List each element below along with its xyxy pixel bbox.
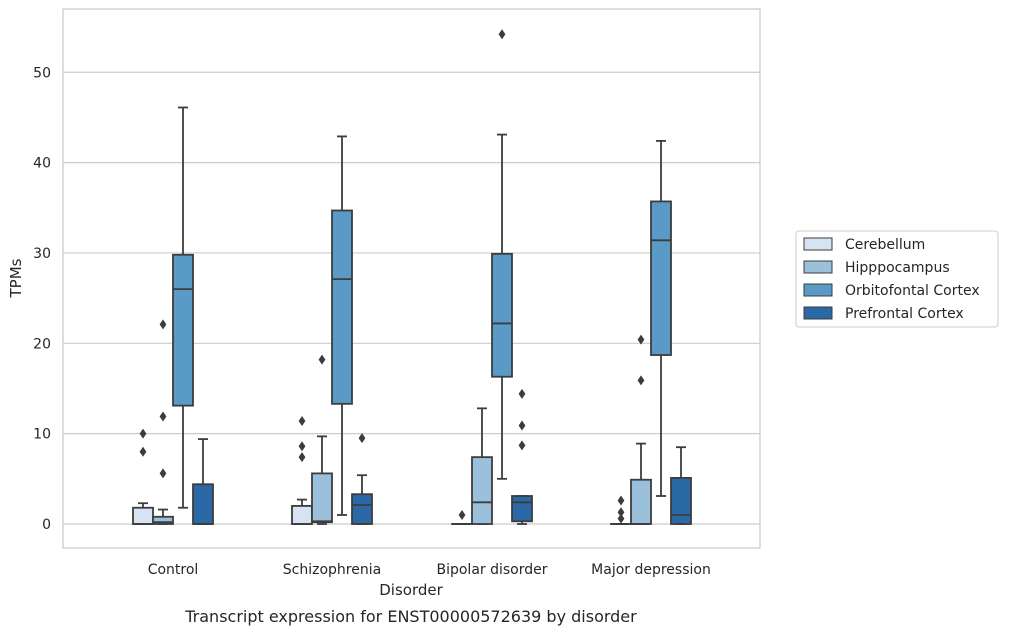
legend-label: Hipppocampus [845, 260, 950, 276]
box-body [471, 456, 493, 525]
outlier-marker [498, 29, 506, 40]
box [630, 334, 652, 525]
outlier-marker [298, 452, 306, 463]
series-hipppocampus [152, 319, 652, 525]
legend-box [795, 230, 999, 328]
outlier-marker [298, 416, 306, 427]
x-axis-label: Disorder [379, 581, 443, 599]
x-tick-label: Bipolar disorder [436, 562, 547, 578]
outlier-marker [159, 319, 167, 330]
legend: Cerebellum Hipppocampus Orbitofontal Corte… [795, 230, 999, 328]
series-prefrontal-cortex [192, 388, 692, 525]
outlier-marker [139, 446, 147, 457]
box [132, 428, 154, 525]
y-tick-label: 40 [33, 156, 51, 172]
box-body [511, 495, 533, 523]
outlier-marker [617, 507, 625, 518]
box-body [630, 478, 652, 525]
box-body [291, 505, 313, 525]
plot-frame [62, 8, 761, 549]
outlier-marker [637, 375, 645, 386]
legend-swatch [803, 237, 833, 251]
box-body [311, 472, 333, 524]
outlier-marker [139, 428, 147, 439]
outlier-marker [637, 334, 645, 345]
legend-label: Prefrontal Cortex [845, 306, 964, 322]
outlier-marker [458, 509, 466, 520]
legend-swatch [803, 260, 833, 274]
box [511, 388, 533, 525]
box-body [650, 200, 672, 356]
box-body [152, 515, 174, 525]
box [172, 106, 194, 509]
box [331, 135, 353, 516]
outlier-marker [318, 354, 326, 365]
box [650, 140, 672, 497]
box-series [132, 29, 692, 525]
box [311, 354, 333, 525]
y-tick-label: 10 [33, 427, 51, 443]
x-tick-label: Schizophrenia [283, 562, 381, 578]
y-tick-label: 50 [33, 65, 51, 81]
box [471, 407, 493, 525]
box [192, 438, 214, 525]
outlier-marker [358, 433, 366, 444]
legend-swatch [803, 283, 833, 297]
outlier-marker [159, 411, 167, 422]
outlier-marker [518, 388, 526, 399]
box [291, 416, 313, 525]
y-axis-label: TPMs [7, 258, 25, 298]
outlier-marker [617, 513, 625, 524]
y-tick-label: 20 [33, 336, 51, 352]
box-body [491, 252, 513, 378]
legend-label: Orbitofontal Cortex [845, 283, 980, 299]
x-tick-label: Control [148, 562, 199, 578]
box-body [192, 483, 214, 525]
legend-label: Cerebellum [845, 237, 925, 253]
x-tick-labels: Control Schizophrenia Bipolar disorder Majo… [148, 562, 711, 578]
outlier-marker [518, 420, 526, 431]
outlier-marker [298, 441, 306, 452]
box [670, 446, 692, 525]
series-orbitofontal-cortex [172, 29, 672, 516]
outlier-marker [159, 468, 167, 479]
box-body [132, 506, 154, 525]
y-tick-label: 0 [42, 517, 51, 533]
box-body [351, 493, 373, 525]
box-body [670, 477, 692, 525]
y-tick-labels: 0 10 20 30 40 50 [33, 65, 51, 533]
y-tick-label: 30 [33, 246, 51, 262]
outlier-marker [617, 495, 625, 506]
outlier-marker [518, 440, 526, 451]
x-tick-label: Major depression [591, 562, 711, 578]
box [351, 433, 373, 525]
legend-swatch [803, 306, 833, 320]
chart-caption: Transcript expression for ENST0000057263… [184, 607, 637, 626]
box [152, 319, 174, 525]
box [491, 29, 513, 480]
box-body [331, 209, 353, 405]
box-body [172, 253, 194, 407]
